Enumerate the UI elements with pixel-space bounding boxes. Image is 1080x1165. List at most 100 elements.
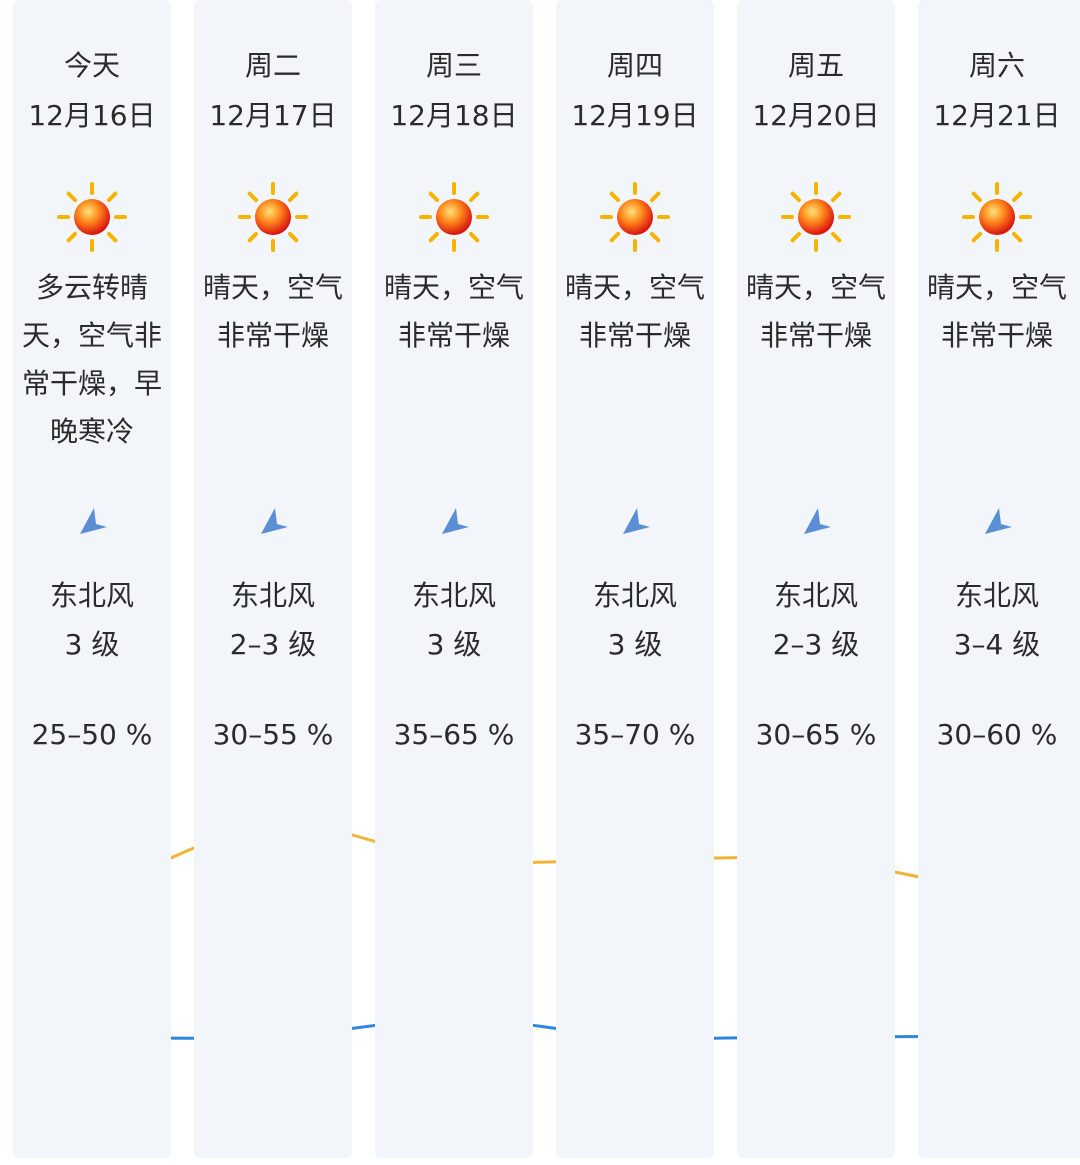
sun-ray	[790, 191, 802, 203]
description-line: 多云转晴	[35, 271, 148, 304]
sun-rays	[238, 182, 308, 252]
sun-icon	[419, 182, 489, 252]
date-label: 12月20日	[752, 99, 880, 132]
wind-direction-icon	[804, 508, 831, 534]
sun-ray	[971, 231, 983, 243]
wind-direction-label: 东北风	[954, 579, 1039, 612]
day-column-4[interactable]: 周五 12月20日 晴天，空气 非常干燥 东北风 2–3 级 30–65 %	[737, 0, 895, 1158]
wind-level-label: 3 级	[607, 628, 663, 661]
wind-direction-icon	[261, 508, 288, 534]
sun-ray	[649, 191, 661, 203]
humidity-label: 30–55 %	[212, 718, 334, 751]
sun-ray	[790, 231, 802, 243]
wind-direction-icon	[442, 508, 469, 534]
humidity-label: 25–50 %	[31, 718, 153, 751]
date-label: 12月17日	[209, 99, 337, 132]
sun-ray	[1011, 191, 1023, 203]
sun-disc	[436, 199, 472, 235]
wind-level-label: 2–3 级	[772, 628, 860, 661]
date-label: 12月21日	[933, 99, 1061, 132]
sun-icon	[57, 182, 127, 252]
weekday-label: 今天	[63, 49, 120, 82]
sun-ray	[609, 231, 621, 243]
humidity-label: 35–70 %	[574, 718, 696, 751]
sun-disc	[617, 199, 653, 235]
description-line: 非常干燥	[759, 319, 872, 352]
weather-description: 多云转晴 天，空气非 常干燥，早 晚寒冷	[13, 264, 171, 456]
wind-arrow	[623, 508, 650, 534]
description-line: 天，空气非	[21, 319, 162, 352]
description-line: 晴天，空气	[745, 271, 886, 304]
humidity-label: 30–60 %	[936, 718, 1058, 751]
sun-ray	[830, 231, 842, 243]
description-line: 晚寒冷	[49, 415, 134, 448]
sun-rays	[419, 182, 489, 252]
weather-description: 晴天，空气 非常干燥	[375, 264, 533, 360]
sun-ray	[468, 191, 480, 203]
sun-ray	[428, 191, 440, 203]
sun-rays	[600, 182, 670, 252]
wind-direction-label: 东北风	[230, 579, 315, 612]
wind-arrow	[442, 508, 469, 534]
sun-ray	[287, 191, 299, 203]
wind-direction-icon	[80, 508, 107, 534]
day-column-2[interactable]: 周三 12月18日 晴天，空气 非常干燥 东北风 3 级 35–65 %	[375, 0, 533, 1158]
sun-ray	[247, 231, 259, 243]
wind-arrow	[804, 508, 831, 534]
humidity-label: 35–65 %	[393, 718, 515, 751]
wind-arrow	[985, 508, 1012, 534]
wind-arrow	[261, 508, 288, 534]
sun-disc	[74, 199, 110, 235]
sun-ray	[468, 231, 480, 243]
wind-direction-label: 东北风	[49, 579, 134, 612]
sun-icon	[781, 182, 851, 252]
sun-ray	[649, 231, 661, 243]
description-line: 晴天，空气	[926, 271, 1067, 304]
sun-icon	[600, 182, 670, 252]
description-line: 非常干燥	[940, 319, 1053, 352]
weather-description: 晴天，空气 非常干燥	[918, 264, 1076, 360]
wind-level-label: 3 级	[426, 628, 482, 661]
sun-disc	[255, 199, 291, 235]
sun-disc	[979, 199, 1015, 235]
description-line: 晴天，空气	[202, 271, 343, 304]
sun-rays	[781, 182, 851, 252]
weekday-label: 周六	[968, 49, 1025, 82]
sun-ray	[830, 191, 842, 203]
wind-direction-icon	[623, 508, 650, 534]
wind-arrow	[80, 508, 107, 534]
sun-ray	[247, 191, 259, 203]
weather-description: 晴天，空气 非常干燥	[556, 264, 714, 360]
sun-icon	[962, 182, 1032, 252]
wind-direction-label: 东北风	[592, 579, 677, 612]
humidity-label: 30–65 %	[755, 718, 877, 751]
wind-level-label: 3 级	[64, 628, 120, 661]
sun-ray	[609, 191, 621, 203]
description-line: 非常干燥	[216, 319, 329, 352]
wind-direction-label: 东北风	[773, 579, 858, 612]
day-column-1[interactable]: 周二 12月17日 晴天，空气 非常干燥 东北风 2–3 级 30–55 %	[194, 0, 352, 1158]
wind-direction-label: 东北风	[411, 579, 496, 612]
wind-level-label: 2–3 级	[229, 628, 317, 661]
day-column-5[interactable]: 周六 12月21日 晴天，空气 非常干燥 东北风 3–4 级 30–60 %	[918, 0, 1080, 1158]
weekday-label: 周二	[244, 49, 301, 82]
description-line: 非常干燥	[397, 319, 510, 352]
sun-ray	[106, 231, 118, 243]
description-line: 晴天，空气	[383, 271, 524, 304]
description-line: 常干燥，早	[21, 367, 162, 400]
sun-disc	[798, 199, 834, 235]
date-label: 12月16日	[28, 99, 156, 132]
description-line: 晴天，空气	[564, 271, 705, 304]
sun-rays	[962, 182, 1032, 252]
sun-rays	[57, 182, 127, 252]
date-label: 12月18日	[390, 99, 518, 132]
day-column-0[interactable]: 今天 12月16日 多云转晴 天，空气非 常干燥，早 晚寒冷 东北风 3 级 2…	[13, 0, 171, 1158]
day-column-3[interactable]: 周四 12月19日 晴天，空气 非常干燥 东北风 3 级 35–70 %	[556, 0, 714, 1158]
wind-level-label: 3–4 级	[953, 628, 1041, 661]
date-label: 12月19日	[571, 99, 699, 132]
sun-ray	[428, 231, 440, 243]
weekday-label: 周三	[425, 49, 482, 82]
sun-ray	[1011, 231, 1023, 243]
weekday-label: 周五	[787, 49, 844, 82]
weather-description: 晴天，空气 非常干燥	[737, 264, 895, 360]
